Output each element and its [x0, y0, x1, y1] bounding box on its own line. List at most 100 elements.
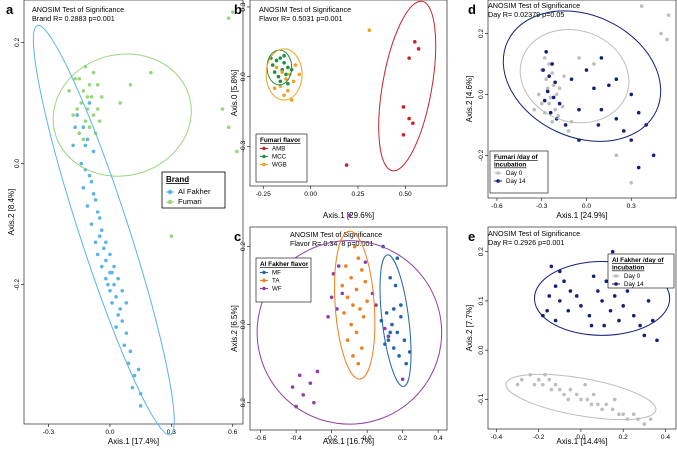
y-tick-label: 0.2	[240, 398, 247, 407]
chart-title: ANOSIM Test of Significance	[290, 230, 382, 239]
legend-title: incubation	[494, 162, 526, 169]
panel-letter: e	[468, 229, 475, 244]
data-point	[274, 58, 279, 63]
data-point	[290, 385, 295, 389]
data-point	[602, 323, 606, 328]
data-point	[547, 377, 552, 382]
x-tick-label: 0.2	[619, 434, 628, 441]
legend-label: Day 14	[506, 178, 526, 185]
confidence-ellipse	[32, 25, 175, 436]
data-point	[95, 83, 100, 87]
data-point	[71, 143, 75, 148]
data-point	[393, 283, 398, 288]
data-point	[91, 70, 96, 75]
data-point	[274, 65, 279, 70]
data-point	[651, 153, 656, 158]
data-point	[596, 289, 600, 293]
data-point	[655, 338, 659, 343]
data-point	[629, 92, 634, 97]
data-point	[128, 83, 133, 87]
data-point	[553, 80, 557, 85]
x-tick-label: 0.3	[167, 429, 176, 436]
data-point	[102, 246, 106, 251]
legend-label: TA	[272, 278, 280, 285]
x-tick-label: -0.6	[491, 203, 503, 210]
data-point	[291, 79, 296, 84]
data-point	[556, 113, 560, 118]
chart-title: ANOSIM Test of Significance	[488, 1, 580, 10]
data-point	[600, 407, 604, 412]
data-point	[365, 299, 369, 303]
y-tick-label: -0.3	[240, 140, 247, 152]
data-point	[642, 333, 647, 338]
series-fumari	[67, 10, 239, 239]
data-point	[79, 161, 84, 166]
data-point	[614, 77, 619, 81]
data-point	[416, 47, 421, 51]
data-point	[95, 107, 100, 111]
legend-label: MF	[272, 270, 281, 277]
data-point	[356, 361, 361, 366]
data-point	[99, 228, 104, 232]
data-point	[344, 264, 348, 268]
data-point	[566, 397, 571, 402]
data-point	[363, 279, 368, 284]
data-point	[639, 4, 644, 8]
series-day-14	[541, 49, 656, 170]
legend-label: MCC	[272, 154, 287, 161]
data-point	[83, 119, 88, 123]
data-point	[577, 56, 581, 60]
data-point	[360, 346, 364, 350]
data-point	[89, 179, 94, 184]
x-tick-label: 0.0	[582, 203, 591, 210]
data-point	[574, 392, 579, 397]
chart-title: ANOSIM Test of Significance	[259, 5, 351, 14]
data-point	[116, 276, 120, 281]
confidence-ellipse	[519, 28, 630, 124]
data-point	[566, 129, 571, 133]
data-point	[97, 216, 102, 220]
data-point	[545, 86, 550, 91]
data-point	[278, 79, 283, 84]
data-point	[352, 244, 357, 249]
data-point	[629, 138, 634, 142]
data-point	[569, 77, 574, 81]
chart-subtitle: Flavor R= 0.5031 p=0.001	[259, 14, 343, 23]
legend-label: WGB	[272, 162, 287, 169]
legend-title: Al Fakher /day of	[612, 257, 664, 264]
data-point	[85, 95, 90, 99]
data-point	[351, 303, 355, 307]
data-point	[81, 89, 86, 93]
chart-subtitle: Flavor R= 0.3478 p=0.001	[290, 239, 374, 248]
data-point	[89, 222, 94, 226]
data-point	[358, 307, 362, 311]
data-point	[83, 143, 88, 148]
data-point	[549, 387, 554, 392]
y-tick-label: 0.0	[478, 90, 485, 99]
data-point	[584, 68, 589, 72]
confidence-ellipse	[533, 260, 671, 336]
data-point	[289, 98, 294, 102]
data-point	[548, 95, 553, 100]
data-point	[112, 264, 116, 269]
data-point	[550, 120, 554, 124]
data-point	[104, 240, 108, 245]
data-point	[536, 92, 541, 97]
data-point	[614, 117, 619, 121]
legend-key-dot	[262, 286, 266, 291]
data-point	[614, 153, 619, 158]
data-point	[106, 282, 110, 287]
data-point	[544, 77, 548, 81]
panel-letter: d	[468, 2, 476, 17]
y-tick-label: 0.2	[478, 29, 485, 38]
data-point	[549, 264, 554, 269]
data-point	[551, 95, 556, 100]
data-point	[612, 294, 617, 298]
panel-letter: b	[234, 2, 242, 17]
data-point	[89, 95, 94, 99]
data-point	[235, 149, 239, 154]
data-point	[562, 279, 566, 283]
data-point	[562, 392, 566, 397]
data-point	[577, 107, 581, 112]
panel-letter: a	[6, 2, 14, 17]
